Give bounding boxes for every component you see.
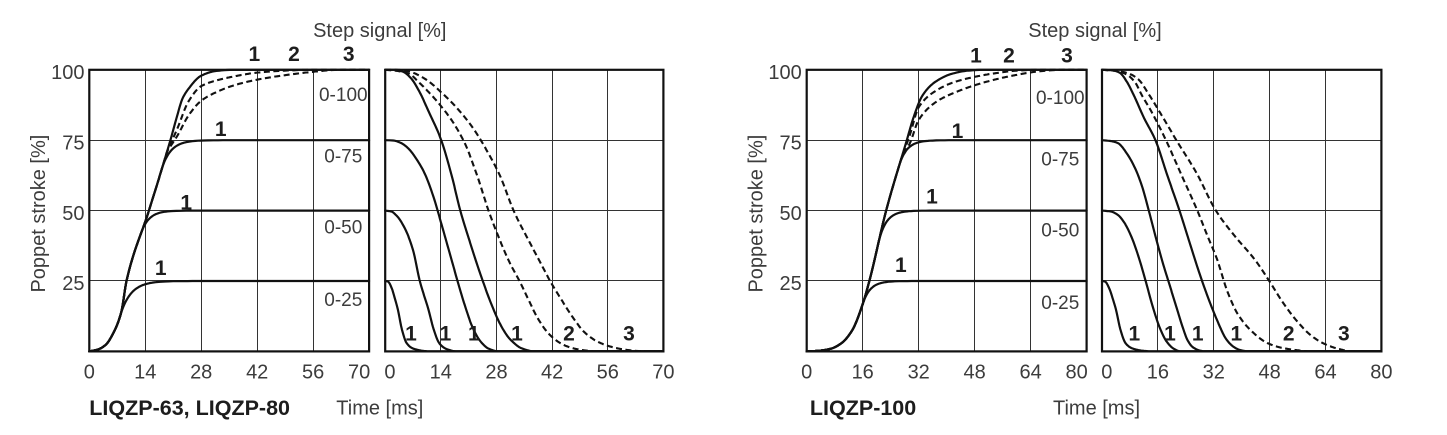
svg-text:2: 2	[563, 323, 575, 346]
svg-text:0-100: 0-100	[319, 85, 368, 106]
svg-text:2: 2	[1003, 45, 1015, 68]
svg-text:0: 0	[1101, 361, 1112, 383]
svg-text:Time [ms]: Time [ms]	[336, 398, 423, 420]
svg-text:1: 1	[468, 323, 480, 346]
svg-text:100: 100	[51, 62, 84, 84]
svg-text:1: 1	[1230, 323, 1242, 346]
svg-text:14: 14	[134, 361, 156, 383]
svg-text:1: 1	[1164, 323, 1176, 346]
svg-text:80: 80	[1066, 361, 1088, 383]
svg-text:1: 1	[952, 120, 964, 143]
svg-text:3: 3	[1338, 323, 1350, 346]
svg-text:16: 16	[1147, 361, 1169, 383]
svg-text:1: 1	[440, 323, 452, 346]
svg-text:48: 48	[1258, 361, 1280, 383]
svg-text:3: 3	[1061, 45, 1073, 68]
svg-text:0-25: 0-25	[1041, 293, 1079, 314]
svg-text:2: 2	[288, 43, 300, 66]
svg-text:56: 56	[302, 361, 324, 383]
svg-text:100: 100	[768, 62, 801, 84]
svg-text:1: 1	[511, 323, 523, 346]
svg-text:42: 42	[541, 361, 563, 383]
svg-text:70: 70	[652, 361, 674, 383]
svg-text:64: 64	[1019, 361, 1041, 383]
svg-text:75: 75	[62, 132, 84, 154]
svg-text:48: 48	[963, 361, 985, 383]
svg-text:Poppet stroke [%]: Poppet stroke [%]	[746, 135, 768, 293]
svg-text:LIQZP-100: LIQZP-100	[810, 396, 916, 420]
svg-text:1: 1	[1192, 323, 1204, 346]
svg-text:3: 3	[623, 323, 635, 346]
svg-text:0: 0	[801, 361, 812, 383]
svg-text:0-75: 0-75	[1041, 150, 1079, 171]
svg-text:32: 32	[908, 361, 930, 383]
svg-text:32: 32	[1203, 361, 1225, 383]
svg-text:0: 0	[84, 361, 95, 383]
svg-text:0-25: 0-25	[324, 290, 362, 311]
svg-text:50: 50	[62, 203, 84, 225]
svg-text:0-50: 0-50	[1041, 221, 1079, 242]
svg-text:1: 1	[155, 257, 167, 280]
svg-text:14: 14	[430, 361, 452, 383]
svg-text:1: 1	[405, 323, 417, 346]
svg-text:0-50: 0-50	[324, 218, 362, 239]
svg-text:1: 1	[215, 118, 227, 141]
svg-text:80: 80	[1370, 361, 1392, 383]
svg-text:0: 0	[384, 361, 395, 383]
svg-text:1: 1	[180, 192, 192, 215]
svg-text:0-75: 0-75	[324, 147, 362, 168]
svg-text:1: 1	[895, 254, 907, 277]
svg-text:64: 64	[1314, 361, 1336, 383]
svg-text:25: 25	[780, 273, 802, 295]
svg-text:56: 56	[597, 361, 619, 383]
svg-text:2: 2	[1283, 323, 1295, 346]
svg-text:16: 16	[852, 361, 874, 383]
svg-text:1: 1	[1128, 323, 1140, 346]
svg-text:Step signal [%]: Step signal [%]	[1028, 20, 1161, 42]
svg-text:Time [ms]: Time [ms]	[1053, 398, 1140, 420]
svg-text:28: 28	[190, 361, 212, 383]
svg-text:75: 75	[780, 132, 802, 154]
svg-text:LIQZP-63, LIQZP-80: LIQZP-63, LIQZP-80	[89, 396, 290, 420]
svg-text:28: 28	[485, 361, 507, 383]
svg-text:25: 25	[62, 273, 84, 295]
svg-text:1: 1	[926, 186, 938, 209]
svg-text:1: 1	[970, 45, 982, 68]
svg-text:70: 70	[348, 361, 370, 383]
svg-text:Step signal [%]: Step signal [%]	[313, 20, 446, 42]
svg-text:1: 1	[248, 43, 260, 66]
svg-text:3: 3	[343, 43, 355, 66]
svg-text:0-100: 0-100	[1036, 88, 1085, 109]
svg-text:42: 42	[246, 361, 268, 383]
svg-text:50: 50	[780, 203, 802, 225]
svg-text:Poppet stroke [%]: Poppet stroke [%]	[28, 135, 50, 293]
